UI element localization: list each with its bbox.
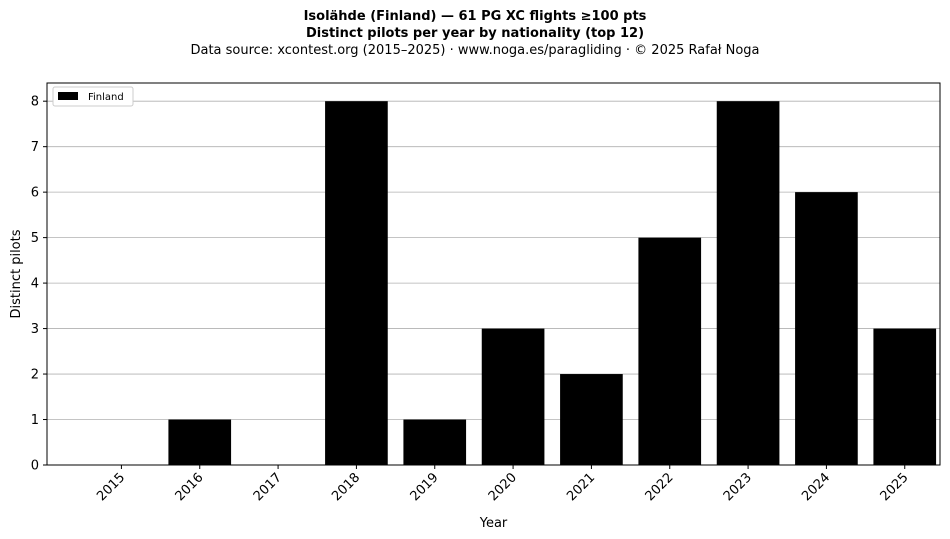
y-tick-label: 7: [31, 140, 39, 155]
bar-2021: [560, 374, 623, 465]
y-tick-label: 5: [31, 231, 39, 246]
bar-2016: [168, 419, 232, 465]
x-tick-label: 2016: [173, 470, 207, 504]
x-tick-label: 2018: [329, 470, 363, 504]
bar-2020: [481, 328, 545, 465]
chart-title: Isolähde (Finland) — 61 PG XC flights ≥1…: [303, 9, 647, 24]
y-axis: 0 1 2 3 4 5 6 7 8: [31, 95, 47, 474]
plot-frame: [46, 82, 941, 466]
legend-swatch: [58, 92, 78, 100]
x-tick-label: 2017: [251, 470, 285, 504]
bar-2025: [873, 328, 937, 465]
bar-2019: [403, 419, 467, 465]
bar-2024: [795, 192, 858, 465]
y-axis-label: Distinct pilots: [9, 229, 24, 318]
legend: Finland: [52, 86, 134, 107]
x-tick-label: 2025: [878, 470, 912, 504]
x-tick-label: 2020: [486, 470, 520, 504]
x-tick-label: 2022: [643, 470, 677, 504]
y-tick-label: 3: [31, 322, 39, 337]
y-tick-label: 0: [31, 459, 39, 474]
y-tick-label: 6: [31, 186, 39, 201]
y-tick-label: 1: [31, 413, 39, 428]
chart-source-line: Data source: xcontest.org (2015–2025) · …: [190, 43, 760, 58]
x-axis-label: Year: [479, 516, 508, 531]
bar-2018: [325, 101, 388, 465]
x-tick-label: 2023: [721, 470, 755, 504]
x-tick-label: 2019: [408, 470, 442, 504]
y-tick-label: 8: [31, 95, 39, 110]
legend-label: Finland: [88, 92, 124, 103]
x-tick-label: 2015: [94, 470, 128, 504]
bar-2023: [716, 101, 780, 465]
x-tick-label: 2024: [799, 470, 833, 504]
chart-title-block: Isolähde (Finland) — 61 PG XC flights ≥1…: [0, 8, 950, 59]
x-tick-label: 2021: [564, 470, 598, 504]
legend-box: [52, 86, 134, 107]
bar-2022: [638, 237, 702, 465]
y-tick-label: 2: [31, 368, 39, 383]
bars: [168, 101, 937, 465]
chart-subtitle: Distinct pilots per year by nationality …: [305, 26, 645, 41]
x-axis: 2015 2016 2017 2018 2019 2020 2021 2022 2023 2024…: [94, 465, 912, 504]
y-tick-label: 4: [31, 277, 39, 292]
